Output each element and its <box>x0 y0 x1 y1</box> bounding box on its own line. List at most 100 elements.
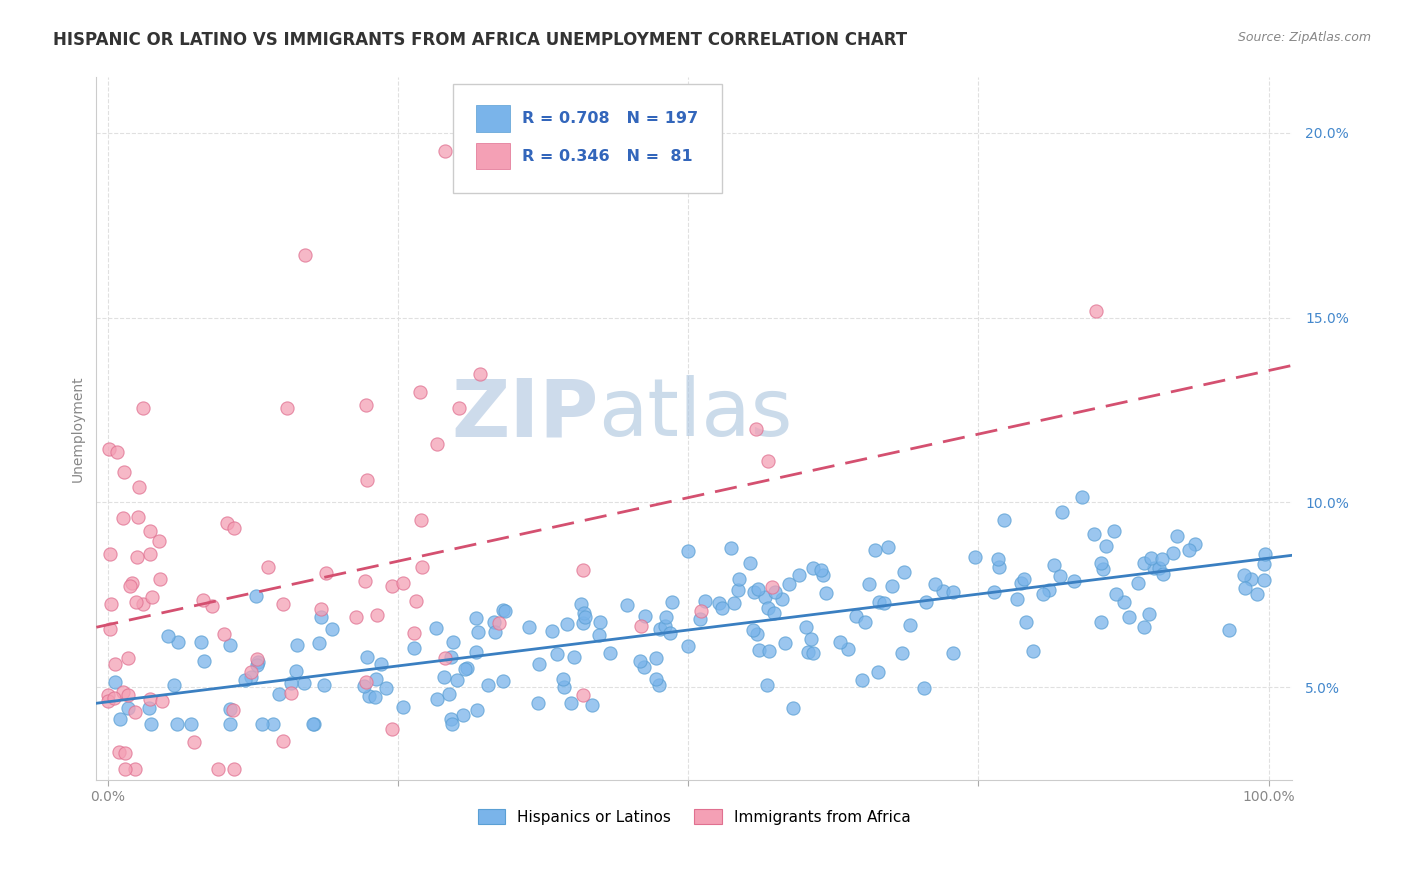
Point <box>212 627 235 641</box>
Point <box>754 591 776 605</box>
Point <box>112 465 135 479</box>
Point <box>439 687 461 701</box>
Point <box>574 609 596 624</box>
Point <box>893 565 915 579</box>
Point <box>868 595 890 609</box>
Point <box>426 436 449 450</box>
Point <box>527 657 550 672</box>
Point <box>797 645 820 659</box>
Point <box>118 578 141 592</box>
Point <box>1233 581 1256 595</box>
Point <box>678 543 700 558</box>
Text: HISPANIC OR LATINO VS IMMIGRANTS FROM AFRICA UNEMPLOYMENT CORRELATION CHART: HISPANIC OR LATINO VS IMMIGRANTS FROM AF… <box>53 31 907 49</box>
Text: Source: ZipAtlas.com: Source: ZipAtlas.com <box>1237 31 1371 45</box>
Point <box>440 717 463 731</box>
Point <box>104 657 127 671</box>
Point <box>1253 573 1275 587</box>
Point <box>280 675 302 690</box>
Point <box>655 610 678 624</box>
Point <box>284 664 307 678</box>
Point <box>761 580 783 594</box>
Point <box>219 638 242 652</box>
Point <box>1090 556 1112 570</box>
Point <box>309 609 332 624</box>
Point <box>494 604 516 618</box>
Point <box>262 717 284 731</box>
Point <box>139 692 162 706</box>
Point <box>465 645 488 659</box>
Point <box>1140 551 1163 566</box>
Legend: Hispanics or Latinos, Immigrants from Africa: Hispanics or Latinos, Immigrants from Af… <box>478 809 911 824</box>
Point <box>814 586 837 600</box>
Y-axis label: Unemployment: Unemployment <box>72 376 86 482</box>
Point <box>139 717 162 731</box>
Point <box>492 603 515 617</box>
Point <box>409 512 432 526</box>
Point <box>273 734 295 748</box>
Point <box>858 576 880 591</box>
Point <box>301 717 323 731</box>
Point <box>482 615 505 630</box>
Point <box>315 566 337 581</box>
Point <box>744 422 766 436</box>
Point <box>873 596 896 610</box>
Point <box>103 690 125 705</box>
Point <box>572 616 595 631</box>
Point <box>156 629 179 643</box>
Bar <box>477 105 510 131</box>
Point <box>1105 587 1128 601</box>
Point <box>1218 623 1240 637</box>
Point <box>800 632 823 647</box>
Point <box>252 717 274 731</box>
Point <box>111 510 134 524</box>
Point <box>756 454 779 468</box>
Point <box>370 657 392 671</box>
Point <box>359 690 381 704</box>
Point <box>630 619 652 633</box>
Point <box>246 657 269 672</box>
Point <box>271 597 294 611</box>
Point <box>441 634 464 648</box>
Point <box>720 541 742 556</box>
Point <box>1095 540 1118 554</box>
Point <box>1083 526 1105 541</box>
Point <box>434 651 457 665</box>
Point <box>139 524 162 539</box>
Point <box>890 646 912 660</box>
Point <box>193 654 215 668</box>
Point <box>801 646 824 660</box>
Point <box>1253 557 1275 571</box>
Point <box>221 703 243 717</box>
Point <box>914 595 936 609</box>
Point <box>589 615 612 629</box>
Point <box>877 540 900 554</box>
Point <box>344 610 367 624</box>
Point <box>1233 568 1256 582</box>
Point <box>381 722 404 736</box>
FancyBboxPatch shape <box>453 85 721 194</box>
Point <box>924 577 946 591</box>
Point <box>426 691 449 706</box>
Point <box>440 712 463 726</box>
Point <box>745 626 768 640</box>
Point <box>648 678 671 692</box>
Point <box>742 585 765 599</box>
Point <box>1184 537 1206 551</box>
Point <box>465 703 488 717</box>
Point <box>356 650 378 665</box>
Point <box>1240 572 1263 586</box>
Point <box>117 688 139 702</box>
Point <box>207 762 229 776</box>
Point <box>124 705 146 719</box>
Point <box>993 513 1015 527</box>
Point <box>201 599 224 614</box>
Point <box>467 624 489 639</box>
Point <box>654 618 676 632</box>
Point <box>375 681 398 695</box>
Point <box>402 626 425 640</box>
Point <box>107 746 129 760</box>
Point <box>555 616 578 631</box>
Point <box>689 604 711 618</box>
Point <box>564 649 586 664</box>
Point <box>1043 558 1066 573</box>
